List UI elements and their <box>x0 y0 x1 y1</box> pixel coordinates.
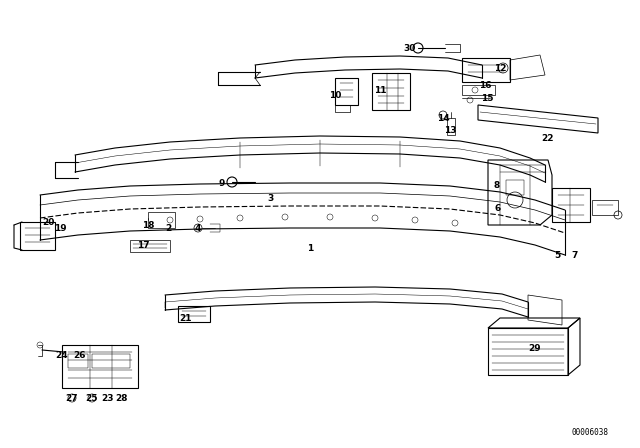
Text: 9: 9 <box>219 178 225 188</box>
Text: 17: 17 <box>137 241 149 250</box>
Text: 13: 13 <box>444 125 456 134</box>
Text: 27: 27 <box>66 393 78 402</box>
Text: 3: 3 <box>267 194 273 202</box>
Text: 1: 1 <box>307 244 313 253</box>
Text: 4: 4 <box>195 224 201 233</box>
Text: 16: 16 <box>479 81 492 90</box>
Text: 29: 29 <box>529 344 541 353</box>
Text: 15: 15 <box>481 94 493 103</box>
Text: 6: 6 <box>495 203 501 212</box>
Text: 10: 10 <box>329 90 341 99</box>
Text: 30: 30 <box>404 43 416 52</box>
Text: 26: 26 <box>74 350 86 359</box>
Text: 14: 14 <box>436 113 449 122</box>
Text: 21: 21 <box>179 314 191 323</box>
Text: 2: 2 <box>165 224 171 233</box>
Text: 23: 23 <box>102 393 115 402</box>
Text: 12: 12 <box>493 64 506 73</box>
Text: 22: 22 <box>541 134 554 142</box>
Text: 25: 25 <box>86 393 99 402</box>
Text: 28: 28 <box>116 393 128 402</box>
Text: 19: 19 <box>54 224 67 233</box>
Text: 00006038: 00006038 <box>571 427 608 436</box>
Text: 20: 20 <box>42 217 54 227</box>
Text: 24: 24 <box>56 350 68 359</box>
Text: 5: 5 <box>554 250 560 259</box>
Text: 7: 7 <box>572 250 578 259</box>
Text: 11: 11 <box>374 86 387 95</box>
Text: 8: 8 <box>494 181 500 190</box>
Text: 18: 18 <box>141 220 154 229</box>
